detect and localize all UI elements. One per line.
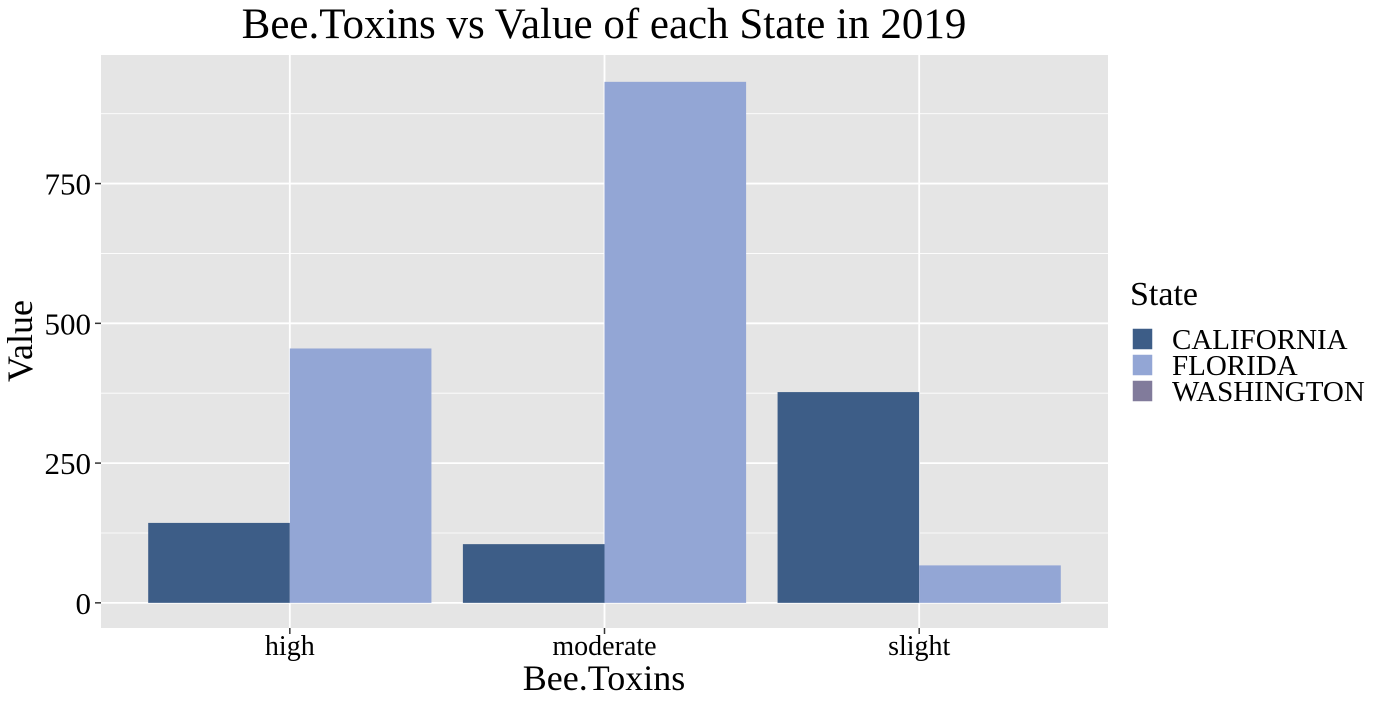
legend-label-washington: WASHINGTON — [1172, 376, 1365, 408]
y-tick-label: 750 — [45, 167, 92, 202]
bar-california-slight — [777, 392, 920, 603]
bars — [148, 81, 1061, 603]
y-axis-title: Value — [0, 300, 40, 382]
x-tick-label: high — [265, 631, 315, 662]
bar-florida-slight — [919, 565, 1061, 603]
bar-california-high — [148, 522, 290, 603]
legend-key-florida — [1131, 353, 1154, 377]
legend-key-california — [1131, 327, 1154, 351]
x-tick-label: moderate — [552, 631, 656, 662]
x-axis-title: Bee.Toxins — [523, 658, 685, 698]
chart-title: Bee.Toxins vs Value of each State in 201… — [242, 1, 967, 48]
bar-florida-high — [289, 348, 432, 603]
y-tick-label: 500 — [45, 306, 92, 341]
axes: 0 250 500 750 high moderate slight — [45, 167, 951, 662]
legend-label-california: CALIFORNIA — [1172, 324, 1348, 356]
y-tick-label: 0 — [76, 586, 92, 621]
bar-florida-moderate — [604, 81, 747, 603]
y-tick-label: 250 — [45, 446, 92, 481]
x-tick-label: slight — [888, 631, 950, 662]
legend-title: State — [1130, 276, 1198, 313]
bar-california-moderate — [462, 544, 605, 603]
legend-key-washington — [1131, 379, 1154, 403]
legend-label-florida: FLORIDA — [1172, 350, 1298, 382]
